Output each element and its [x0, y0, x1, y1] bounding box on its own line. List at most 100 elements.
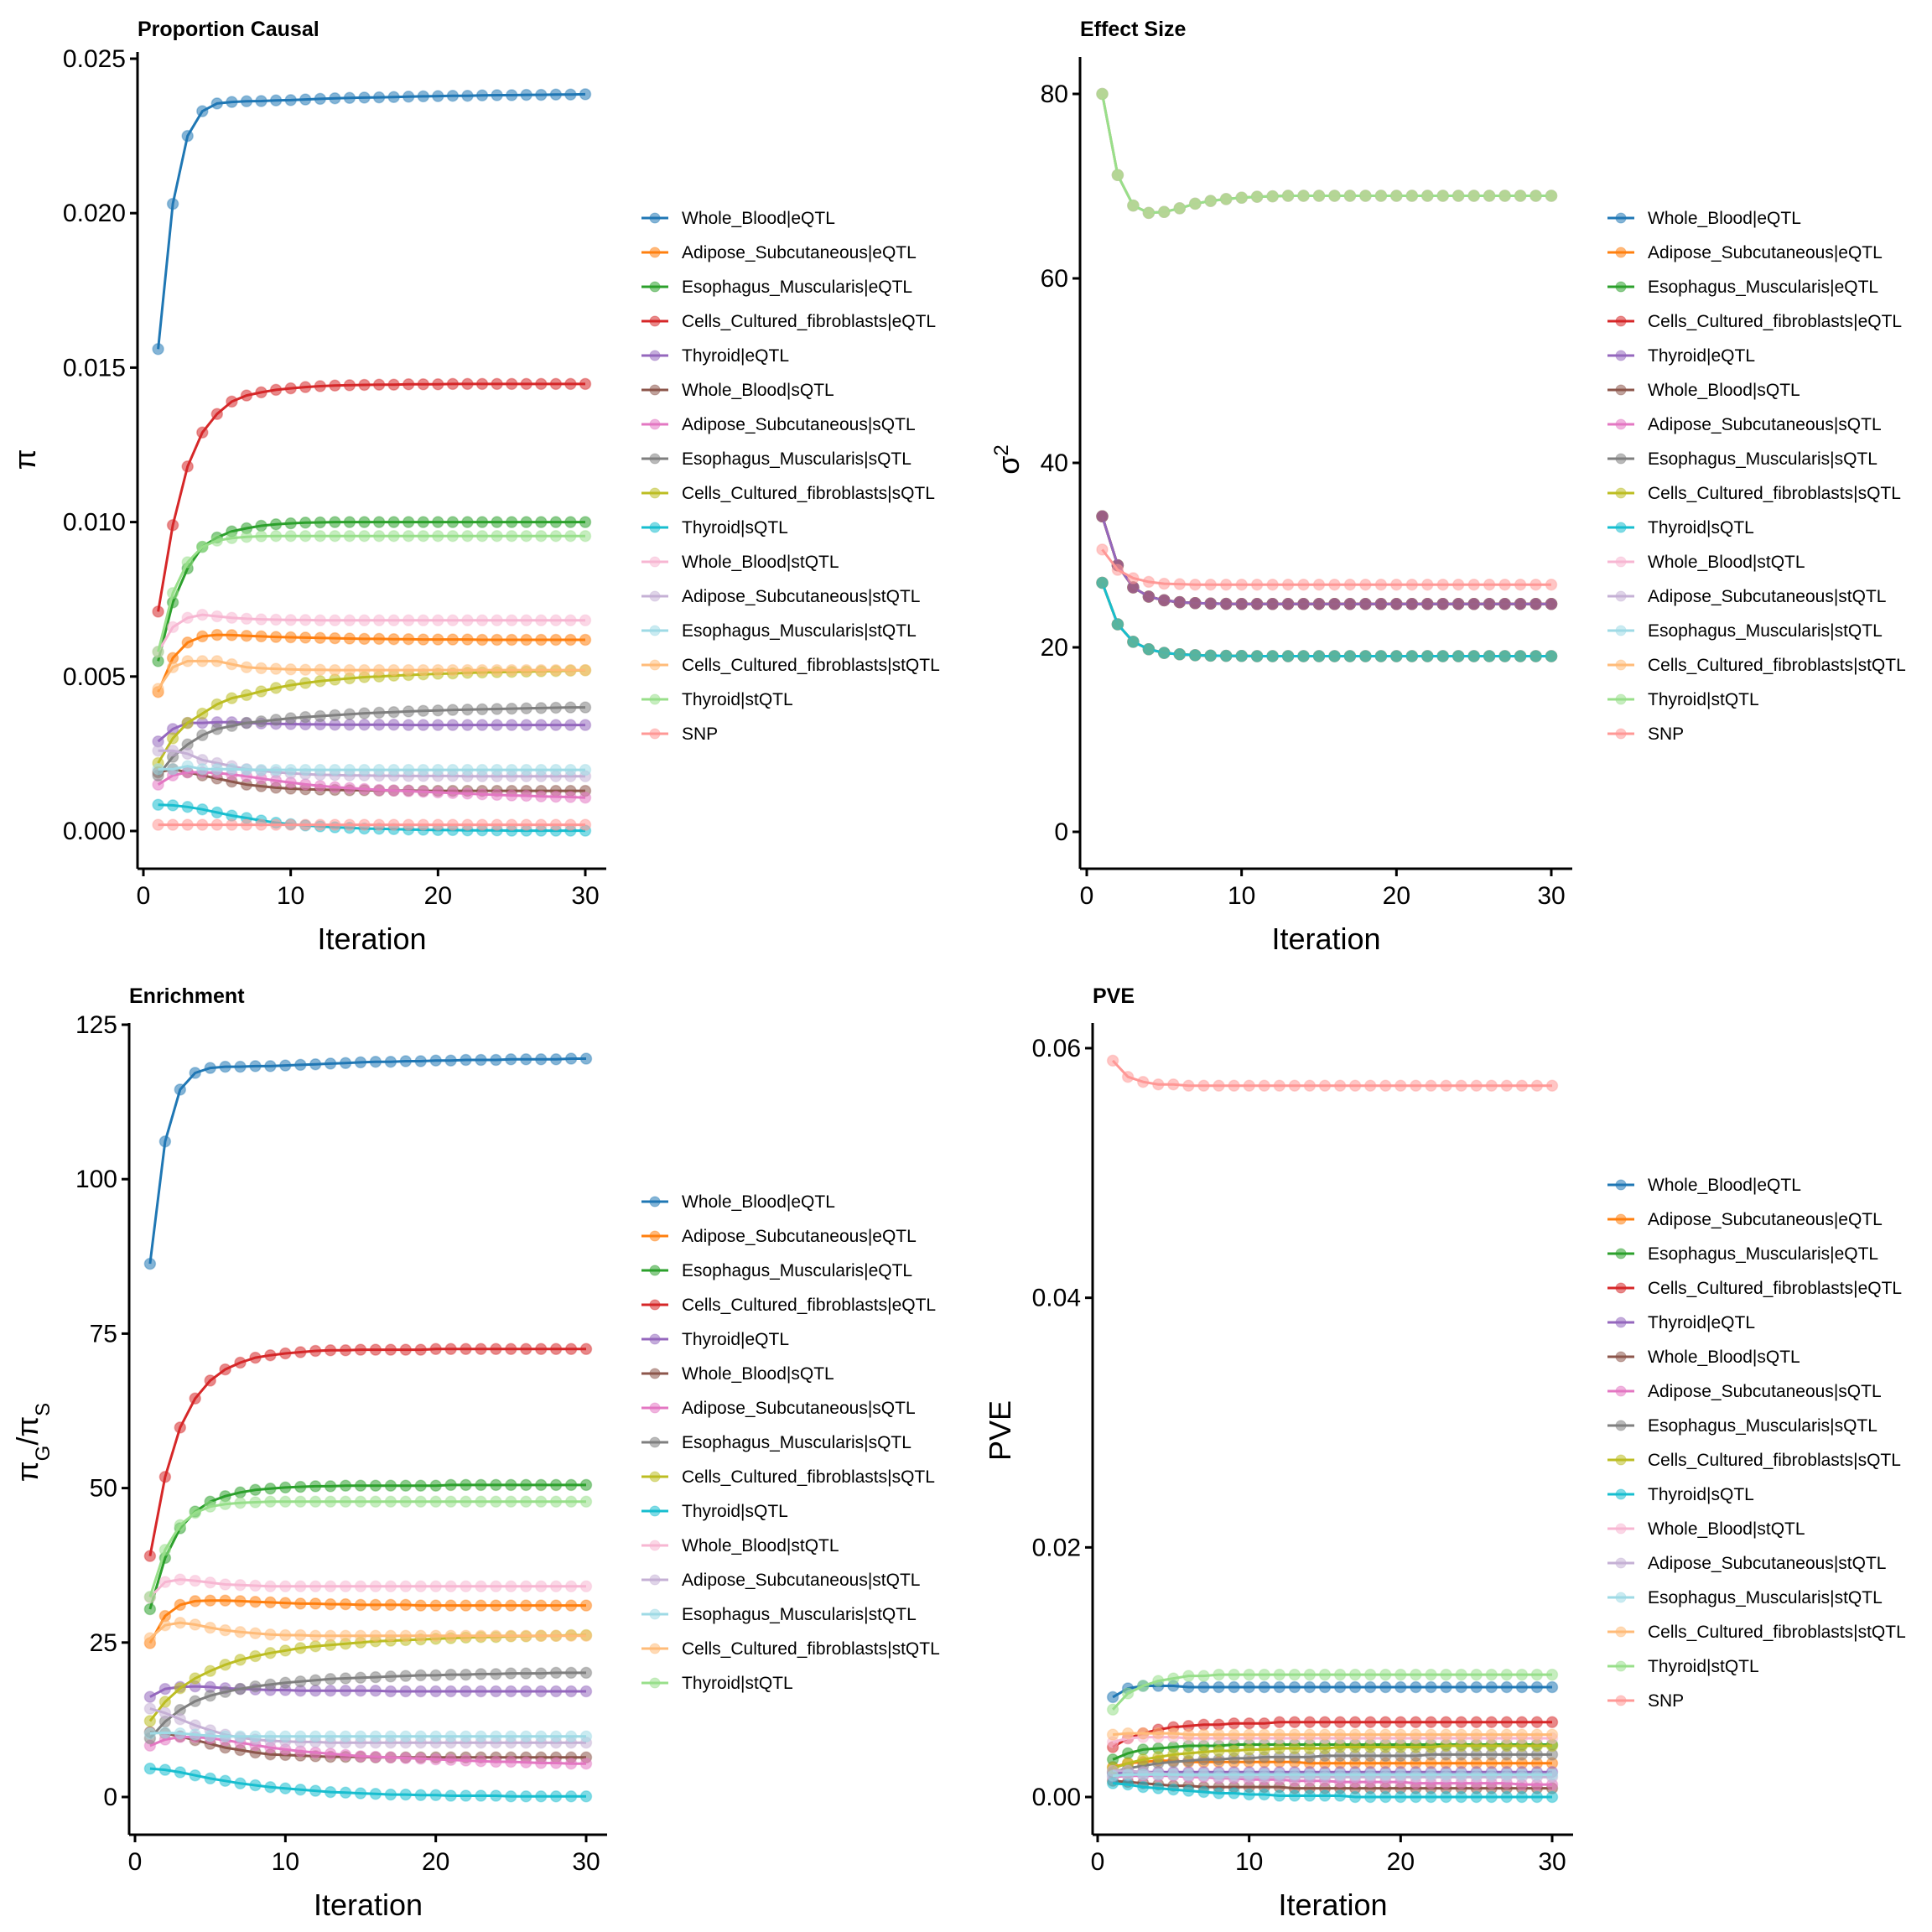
data-point — [1106, 1769, 1119, 1782]
data-point — [339, 1344, 352, 1357]
data-point — [475, 1343, 487, 1356]
data-point — [1243, 1788, 1255, 1801]
data-point — [1167, 1078, 1180, 1091]
data-point — [1158, 594, 1171, 607]
x-tick-label: 30 — [572, 1848, 600, 1876]
data-point — [174, 1727, 187, 1740]
data-point — [1228, 1668, 1240, 1681]
data-point — [402, 378, 415, 391]
data-point — [181, 129, 194, 143]
legend-label: Thyroid|eQTL — [1648, 1313, 1755, 1332]
panel-title: Effect Size — [1080, 18, 1187, 41]
data-point — [166, 587, 179, 600]
data-point — [158, 1618, 172, 1632]
data-point — [417, 633, 430, 646]
data-point — [446, 516, 460, 528]
data-point — [174, 1712, 187, 1726]
legend-item: Esophagus_Muscularis|eQTL — [1607, 278, 1878, 297]
data-point — [1182, 1784, 1195, 1797]
data-point — [1374, 578, 1388, 591]
data-point — [1470, 1668, 1483, 1681]
data-point — [1303, 1668, 1317, 1681]
legend-point-icon — [1615, 1557, 1627, 1569]
legend-item: Whole_Blood|stQTL — [641, 553, 839, 572]
data-point — [1455, 1728, 1467, 1741]
data-point — [1390, 190, 1403, 202]
y-tick-label: 20 — [1041, 634, 1068, 662]
legend-point-icon — [1615, 1248, 1627, 1259]
data-point — [534, 1685, 548, 1698]
data-point — [429, 1479, 442, 1492]
data-point — [1425, 1790, 1437, 1804]
data-point — [490, 1053, 502, 1067]
data-point — [1266, 578, 1279, 591]
data-point — [505, 377, 518, 391]
data-point — [1390, 650, 1403, 662]
data-point — [309, 1480, 322, 1493]
data-point — [284, 517, 297, 530]
legend-point-icon — [1615, 1420, 1627, 1431]
data-point — [402, 763, 415, 776]
data-point — [564, 663, 577, 677]
legend-label: Thyroid|stQTL — [682, 690, 793, 709]
data-point — [564, 719, 577, 731]
data-point — [269, 613, 283, 626]
data-point — [226, 692, 238, 704]
data-point — [1343, 190, 1357, 202]
legend-item: Cells_Cultured_fibroblasts|eQTL — [1607, 1279, 1902, 1298]
data-point — [1219, 649, 1233, 662]
data-point — [432, 719, 444, 731]
y-axis-title: σ2 — [990, 444, 1026, 475]
data-point — [343, 529, 356, 543]
x-tick-label: 30 — [571, 882, 599, 910]
data-point — [143, 1632, 157, 1644]
data-point — [339, 1495, 352, 1509]
data-point — [1297, 598, 1310, 610]
x-tick-label: 10 — [277, 882, 304, 910]
data-point — [152, 818, 164, 831]
data-point — [387, 763, 400, 776]
data-point — [249, 1730, 262, 1743]
legend-point-icon — [649, 247, 661, 258]
data-point — [491, 529, 503, 543]
data-point — [1545, 1079, 1559, 1092]
data-point — [219, 1659, 231, 1671]
data-point — [1189, 197, 1202, 210]
data-point — [1258, 1079, 1270, 1092]
data-point — [446, 633, 460, 646]
x-tick-label: 10 — [272, 1848, 299, 1876]
data-point — [369, 1730, 382, 1743]
data-point — [369, 1685, 382, 1697]
data-point — [166, 763, 179, 776]
data-point — [189, 1768, 201, 1782]
data-point — [534, 1599, 548, 1612]
data-point — [432, 786, 444, 799]
data-point — [339, 1597, 352, 1611]
data-point — [309, 1746, 322, 1759]
data-point — [490, 1789, 502, 1802]
data-point — [196, 655, 209, 667]
data-point — [189, 1595, 201, 1607]
data-point — [446, 529, 460, 543]
data-point — [1303, 1728, 1317, 1741]
data-point — [1410, 1680, 1422, 1694]
data-point — [460, 1053, 472, 1067]
data-point — [520, 1580, 532, 1593]
data-point — [1152, 1751, 1165, 1763]
data-point — [461, 787, 474, 800]
data-point — [1333, 1728, 1347, 1741]
data-point — [1467, 190, 1480, 202]
data-point — [204, 1689, 216, 1702]
series-thyroid-sqtl — [1096, 576, 1558, 662]
legend-label: Cells_Cultured_fibroblasts|stQTL — [1648, 1623, 1906, 1642]
data-point — [1189, 649, 1202, 662]
data-point — [1228, 1680, 1240, 1694]
data-point — [1111, 618, 1124, 631]
data-point — [1167, 1672, 1180, 1685]
data-point — [314, 380, 327, 392]
data-point — [1410, 1728, 1422, 1741]
data-point — [1343, 650, 1357, 662]
data-point — [324, 1785, 337, 1799]
data-point — [1288, 1716, 1301, 1728]
data-point — [294, 1058, 307, 1072]
